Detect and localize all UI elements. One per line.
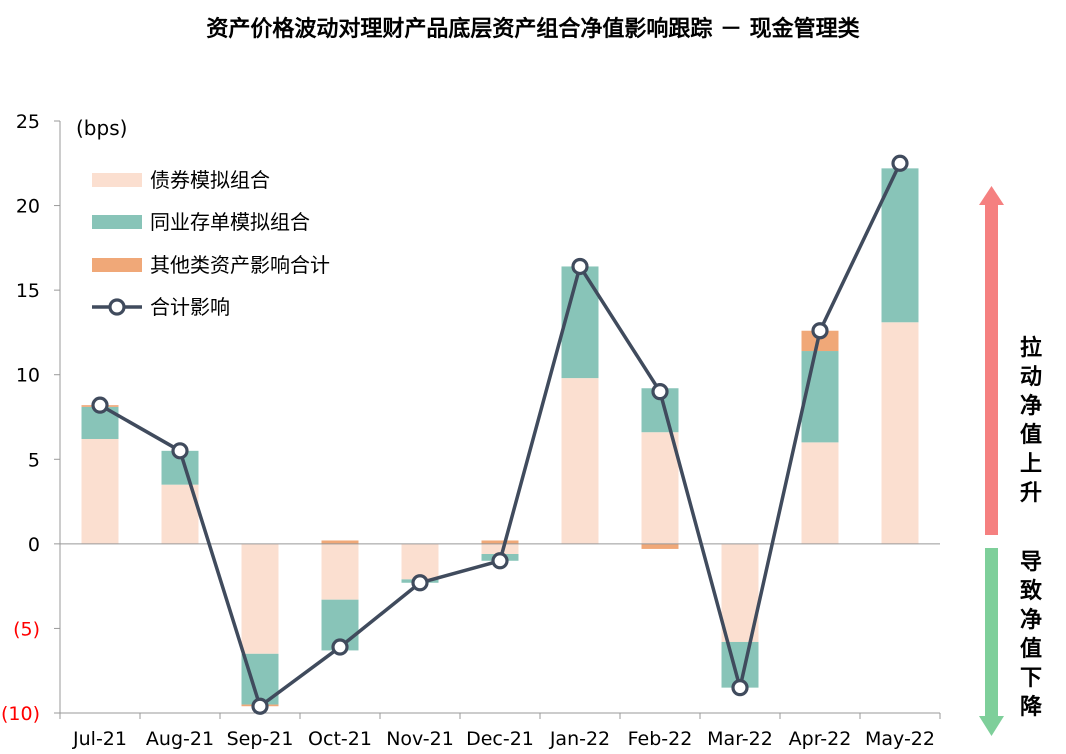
- up-arrow-shaft: [985, 203, 998, 535]
- x-tick-label: Nov-21: [386, 728, 454, 750]
- x-tick-label: Apr-22: [789, 728, 852, 750]
- bar-segment: [481, 543, 519, 555]
- legend-label: 债券模拟组合: [150, 168, 270, 192]
- bar-segment: [641, 432, 679, 544]
- x-tick-label: Aug-21: [146, 728, 214, 750]
- bar-segment: [801, 330, 839, 352]
- down-label-char: 净: [1020, 607, 1042, 633]
- down-label-char: 降: [1020, 695, 1043, 720]
- y-tick-label: 5: [28, 449, 40, 471]
- up-label-char: 上: [1020, 452, 1042, 477]
- y-tick-label: 20: [16, 196, 40, 218]
- line-series: [91, 154, 909, 715]
- x-tick-label: May-22: [865, 728, 935, 750]
- x-tick-label: Jan-22: [549, 728, 610, 750]
- bar-segment: [881, 168, 919, 323]
- down-arrow-head: [979, 716, 1004, 736]
- legend-swatch: [92, 258, 142, 272]
- bar-segment: [321, 540, 359, 544]
- y-tick-label: 25: [16, 111, 40, 133]
- bar-segment: [401, 543, 439, 580]
- bar-segment: [801, 442, 839, 544]
- bar-segment: [481, 540, 519, 544]
- x-tick-label: Oct-21: [308, 728, 372, 750]
- y-tick-label: 10: [16, 365, 40, 387]
- x-axis: Jul-21 Aug-21 Sep-21 Oct-21 Nov-21 Dec-21 Jan-…: [59, 543, 941, 750]
- bar-segment: [881, 322, 919, 544]
- total-point: [571, 257, 589, 276]
- up-arrow-head: [979, 186, 1004, 205]
- bar-segment: [641, 543, 679, 549]
- down-label-char: 致: [1020, 578, 1043, 604]
- bar-segment: [81, 438, 119, 544]
- bar-segment: [561, 378, 599, 544]
- y-tick-label: 15: [16, 280, 40, 302]
- bar-segment: [321, 543, 359, 600]
- y-axis: 25 20 15 10 5 0 (5) (10): [1, 111, 61, 725]
- down-label-char: 导: [1020, 550, 1042, 575]
- y-tick-label: (10): [1, 703, 40, 725]
- legend-label: 合计影响: [150, 295, 230, 319]
- chart-title: 资产价格波动对理财产品底层资产组合净值影响跟踪 － 现金管理类: [206, 16, 860, 42]
- total-point: [731, 679, 749, 697]
- unit-label: (bps): [76, 116, 127, 140]
- up-label-char: 升: [1020, 481, 1042, 506]
- up-label-char: 动: [1020, 365, 1042, 390]
- down-label-char: 值: [1020, 636, 1042, 662]
- x-tick-label: Jul-21: [72, 728, 127, 750]
- down-label-char: 下: [1020, 666, 1042, 691]
- bar-segment: [801, 351, 839, 443]
- total-line: [99, 162, 902, 708]
- legend-swatch: [92, 173, 142, 187]
- total-point: [91, 396, 109, 414]
- legend-label: 其他类资产影响合计: [150, 253, 330, 277]
- total-point: [811, 322, 829, 340]
- total-point: [491, 552, 509, 570]
- legend-swatch: [92, 215, 142, 229]
- up-label-char: 拉: [1020, 335, 1042, 361]
- y-tick-label: (5): [13, 618, 40, 640]
- down-arrow-shaft: [985, 548, 998, 718]
- x-tick-label: Feb-22: [628, 728, 693, 750]
- total-point: [411, 574, 429, 592]
- up-label-char: 值: [1020, 422, 1042, 448]
- total-point: [251, 697, 269, 715]
- bar-segment: [241, 543, 279, 654]
- bar-segment: [561, 266, 599, 379]
- total-point: [891, 154, 909, 172]
- total-point: [651, 383, 669, 401]
- y-tick-label: 0: [28, 534, 40, 556]
- x-tick-label: Dec-21: [466, 728, 534, 750]
- up-label-char: 净: [1020, 393, 1042, 419]
- x-tick-label: Sep-21: [227, 728, 294, 750]
- legend-label: 同业存单模拟组合: [150, 210, 310, 234]
- bar-series: [81, 168, 919, 707]
- total-point: [171, 442, 189, 460]
- x-tick-label: Mar-22: [707, 728, 773, 750]
- total-point: [331, 638, 349, 656]
- legend-marker: [108, 298, 126, 316]
